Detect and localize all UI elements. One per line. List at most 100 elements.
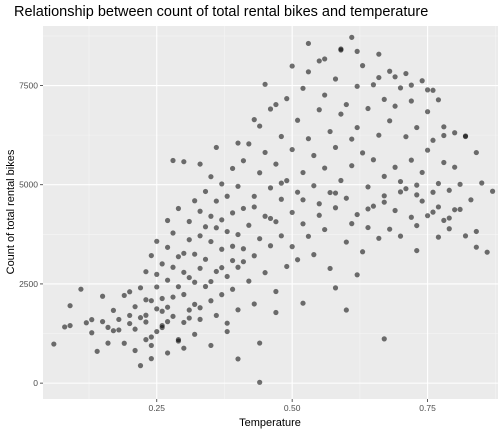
data-point <box>208 174 214 180</box>
data-point <box>257 340 263 346</box>
data-point <box>462 233 469 239</box>
data-point <box>240 259 247 265</box>
data-point <box>370 82 377 88</box>
data-point <box>327 265 333 272</box>
data-point <box>316 58 322 64</box>
data-point <box>213 144 219 151</box>
y-tick-label: 7500 <box>19 81 38 91</box>
data-point <box>137 363 144 369</box>
data-point <box>430 209 436 215</box>
data-point <box>170 294 176 300</box>
data-point <box>267 215 274 222</box>
data-point <box>219 265 225 271</box>
data-point <box>294 257 301 263</box>
data-point <box>343 195 349 201</box>
data-point <box>175 284 182 290</box>
data-point <box>278 133 284 140</box>
data-point <box>424 147 431 153</box>
data-point <box>392 74 398 80</box>
data-point <box>181 269 187 275</box>
data-point <box>235 183 241 189</box>
data-point <box>127 320 133 327</box>
data-point <box>202 256 209 262</box>
data-point <box>235 231 241 238</box>
data-point <box>316 107 322 113</box>
data-point <box>311 252 317 258</box>
data-point <box>343 101 349 108</box>
data-point <box>202 188 209 195</box>
data-point <box>441 159 447 166</box>
x-tick-label: 0.50 <box>284 403 301 413</box>
data-point <box>235 307 241 313</box>
data-point <box>62 324 68 330</box>
data-point <box>186 218 192 225</box>
data-point <box>127 312 133 319</box>
data-point <box>424 213 431 219</box>
x-axis-label: Temperature <box>239 417 301 429</box>
data-point <box>67 303 73 309</box>
data-point <box>257 379 263 385</box>
data-point <box>170 157 176 164</box>
data-point <box>143 297 149 303</box>
data-point <box>229 165 236 172</box>
data-point <box>289 209 295 216</box>
data-point <box>164 244 171 250</box>
data-point <box>446 187 452 193</box>
data-point <box>284 178 290 184</box>
data-point <box>175 254 182 260</box>
data-point <box>332 76 339 82</box>
data-point <box>121 340 127 346</box>
data-point <box>294 189 301 195</box>
data-point <box>164 350 171 356</box>
data-point <box>175 338 182 344</box>
data-point <box>197 208 203 214</box>
x-tick-label: 0.25 <box>148 403 165 413</box>
data-point <box>257 123 263 129</box>
data-point <box>181 345 187 351</box>
data-point <box>289 244 295 250</box>
data-point <box>105 324 111 330</box>
data-point <box>403 134 409 140</box>
data-point <box>397 189 404 195</box>
data-point <box>419 78 425 84</box>
data-point <box>424 87 431 93</box>
data-point <box>192 301 198 307</box>
data-point <box>186 307 192 313</box>
data-point <box>89 330 95 336</box>
data-point <box>370 157 377 163</box>
data-point <box>446 215 452 221</box>
data-point <box>387 68 393 74</box>
data-point <box>246 278 252 284</box>
data-point <box>419 169 425 176</box>
data-point <box>300 197 306 203</box>
data-point <box>197 233 203 239</box>
data-point <box>414 182 420 188</box>
data-point <box>322 56 328 62</box>
data-point <box>137 315 144 321</box>
data-point <box>154 238 160 244</box>
data-point <box>473 244 479 250</box>
data-point <box>110 307 117 313</box>
data-point <box>327 128 333 135</box>
data-point <box>229 210 236 216</box>
data-point <box>419 198 425 204</box>
data-point <box>170 264 176 270</box>
data-point <box>284 263 290 270</box>
data-point <box>300 300 306 306</box>
data-point <box>359 249 366 255</box>
data-point <box>267 243 274 249</box>
data-point <box>435 234 442 240</box>
plot-panel <box>43 26 498 399</box>
data-point <box>267 106 274 112</box>
data-point <box>343 239 349 245</box>
data-point <box>354 124 360 131</box>
data-point <box>397 85 404 91</box>
data-point <box>240 205 247 212</box>
data-point <box>349 34 355 40</box>
data-point <box>381 96 387 103</box>
data-point <box>349 136 355 142</box>
data-point <box>148 334 154 340</box>
data-point <box>273 309 279 316</box>
data-point <box>278 180 284 186</box>
data-point <box>392 207 398 214</box>
